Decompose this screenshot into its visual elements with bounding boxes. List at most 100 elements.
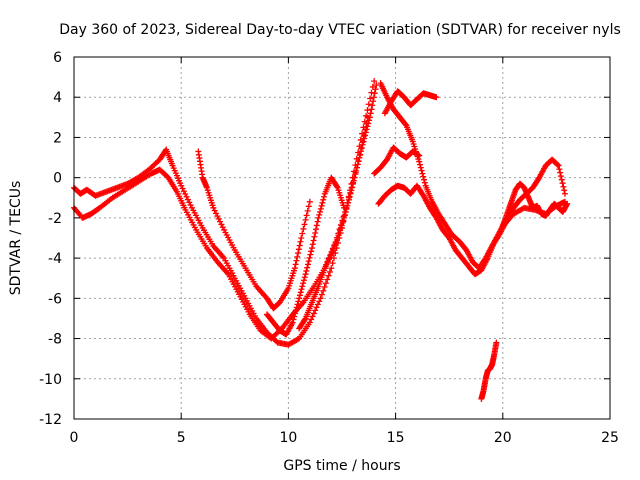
data-point (363, 126, 370, 133)
data-point (214, 213, 221, 220)
data-point (292, 261, 299, 268)
data-point (319, 199, 326, 206)
data-point (328, 265, 335, 272)
data-point (295, 250, 302, 257)
data-point (344, 202, 351, 209)
data-point (213, 210, 220, 217)
data-point (493, 339, 500, 346)
data-point (309, 313, 316, 320)
x-tick-label: 5 (177, 430, 186, 446)
data-point (365, 120, 372, 127)
data-point (345, 199, 352, 206)
data-point (564, 200, 571, 207)
data-point (298, 235, 305, 241)
data-point (329, 260, 336, 267)
data-point (309, 241, 316, 248)
y-tick-label: -10 (39, 372, 62, 388)
data-point (367, 110, 374, 117)
y-tick-label: -6 (48, 291, 62, 307)
data-point (354, 161, 361, 168)
data-point (316, 298, 323, 305)
data-point (308, 245, 315, 252)
data-point (183, 193, 190, 200)
data-point (345, 196, 352, 203)
data-point (402, 121, 409, 128)
data-point (420, 173, 427, 180)
data-point (302, 216, 309, 223)
data-point (305, 203, 312, 210)
x-tick-label: 10 (279, 430, 297, 446)
data-point (295, 246, 302, 253)
data-point (289, 319, 296, 326)
data-point (292, 307, 299, 314)
data-point (301, 221, 308, 228)
data-point (371, 90, 378, 97)
grid (74, 57, 610, 419)
data-point (296, 242, 303, 249)
data-point (361, 135, 368, 142)
data-point (180, 188, 187, 195)
data-point (306, 319, 313, 326)
data-series (296, 82, 380, 332)
data-point (419, 170, 426, 177)
data-point (348, 187, 355, 194)
data-point (561, 190, 568, 197)
data-point (341, 211, 348, 218)
data-point (362, 129, 369, 136)
data-point (561, 187, 568, 194)
data-point (352, 171, 359, 178)
data-point (182, 191, 189, 198)
data-point (303, 212, 310, 219)
data-point (294, 301, 301, 308)
x-tick-label: 0 (70, 430, 79, 446)
data-point (308, 316, 315, 323)
data-point (364, 107, 371, 114)
data-point (350, 177, 357, 184)
data-series (478, 339, 500, 402)
data-series (71, 78, 378, 348)
data-point (179, 185, 186, 192)
data-point (304, 264, 311, 271)
data-point (341, 214, 348, 221)
data-series (381, 88, 440, 117)
data-point (355, 158, 362, 165)
data-point (210, 204, 217, 211)
data-point (302, 271, 309, 278)
data-point (332, 250, 339, 257)
data-point (314, 218, 321, 225)
y-tick-label: 2 (53, 130, 62, 146)
data-point (416, 158, 423, 165)
data-point (211, 207, 218, 214)
x-axis-label: GPS time / hours (283, 458, 400, 474)
data-point (364, 123, 371, 130)
data-point (300, 277, 307, 284)
data-point (369, 102, 376, 109)
data-point (305, 258, 312, 265)
axes: 0 5 10 15 20 25 -12 -10 -8 -6 -4 -2 0 2 4 6 (39, 50, 619, 446)
data-series (371, 144, 423, 177)
y-tick-label: -4 (48, 251, 62, 267)
data-point (300, 225, 307, 232)
data-point (367, 95, 374, 102)
data-point (559, 180, 566, 187)
data-point (555, 162, 562, 169)
data-point (316, 211, 323, 218)
data-series (195, 148, 313, 312)
data-series (71, 114, 371, 342)
data-point (349, 184, 356, 191)
y-tick-label: 4 (53, 90, 62, 106)
data-point (358, 148, 365, 155)
data-point (318, 291, 325, 298)
y-tick-label: 0 (53, 171, 62, 187)
y-tick-label: -2 (48, 211, 62, 227)
data-point (315, 214, 322, 221)
data-point (320, 196, 327, 203)
data-series (263, 174, 348, 338)
data-point (215, 215, 222, 222)
data-point (311, 233, 318, 240)
data-point (421, 179, 428, 186)
data-point (186, 199, 193, 206)
data-point (217, 218, 224, 225)
plot-frame (73, 56, 611, 420)
data-point (347, 190, 354, 197)
